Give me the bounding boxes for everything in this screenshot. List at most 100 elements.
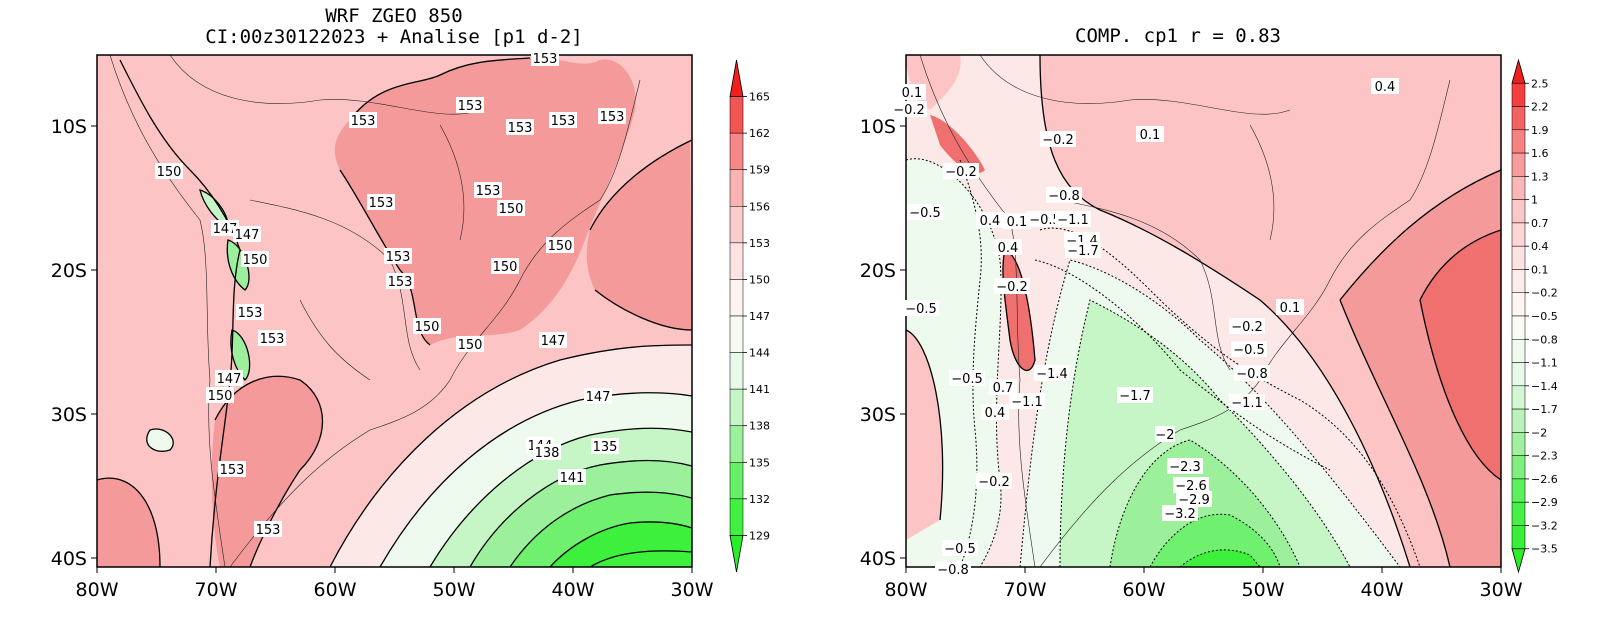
right-contour-label-bg [1040,131,1076,147]
left-contour-label: 147 [586,390,611,405]
left-title-line1: WRF ZGEO 850 [325,5,462,27]
left-contour-label: 150 [493,260,518,275]
left-contour-label: 153 [351,114,376,129]
left-cbar-label: 150 [749,273,770,286]
right-contour-label: −0.5 [1233,343,1265,358]
right-positive-region-3 [1420,230,1501,480]
left-title-line2: CI:00z30122023 + Analise [p1 d-2] [205,26,583,48]
right-contour-label-bg [994,239,1022,255]
left-cbar-swatch [729,498,744,536]
right-cbar-swatch [1511,245,1526,270]
right-contour-label: −0.8 [937,563,969,578]
right-cbar-swatch [1511,315,1526,340]
right-cbar-label: 0.4 [1531,240,1549,253]
right-andes-north [930,115,985,174]
left-high-region-andes-south [211,376,323,567]
right-cbar-swatch [1511,478,1526,503]
left-contour-label-bg [456,336,484,352]
right-contour-label-bg [1117,387,1153,403]
left-contour-label: 153 [551,114,576,129]
right-lon-tick: 30W [1480,579,1523,601]
right-cbar-label: −3.2 [1531,519,1558,532]
left-contour-label: 150 [499,202,524,217]
right-contour-label-bg [1003,213,1031,229]
left-lat-tick: 30S [51,404,87,426]
right-contour-label-bg [1231,341,1267,357]
left-contour-label-bg [474,182,502,198]
right-positive-region [1040,55,1501,567]
right-contour-label-bg [1009,393,1045,409]
left-contour-label-bg [254,521,282,537]
left-cbar-swatch [729,96,744,134]
left-cbar-swatch [729,242,744,280]
left-contour-label-bg [506,119,534,135]
right-cbar-swatch [1511,501,1526,526]
right-contour-label: −0.2 [978,475,1010,490]
left-lon-axis: 80W 70W 60W 50W 40W 30W [76,567,714,601]
left-contour-label-bg [386,273,414,289]
right-cbar-label: −0.8 [1531,333,1558,346]
right-cbar-label: 0.7 [1531,217,1549,230]
left-cbar-swatch [729,388,744,426]
left-lat-tick: 20S [51,260,87,282]
left-lon-tick: 50W [433,579,476,601]
right-contour-label-bg [1065,242,1101,258]
right-lon-tick: 40W [1361,579,1404,601]
left-lat-tick: 40S [51,548,87,570]
left-map [97,55,692,567]
left-contour-label: 153 [220,463,245,478]
right-cbar-swatch [1511,525,1526,549]
left-contour-label-bg [211,220,239,236]
right-lat-axis: 10S 20S 30S 40S [860,116,906,570]
right-contour-label-bg [994,278,1030,294]
left-cbar-label: 138 [749,420,770,433]
right-contour-label: 0.1 [1280,301,1301,316]
right-contour-label-bg [1229,394,1265,410]
left-cbar-label: 156 [749,200,770,213]
left-contour-labels: 153 153 153 153 153 153 153 150 150 150 153 150 150 1… [155,50,626,538]
left-contour-label: 153 [508,121,533,136]
right-cbar-arrow-top [1511,58,1526,84]
left-contour-label-bg [215,370,243,386]
right-contour-label: 0.1 [1140,128,1161,143]
right-neg-band-5 [1180,549,1260,567]
right-cbar-label: −2.9 [1531,496,1558,509]
left-contour-label: 153 [600,110,625,125]
right-contour-label-bg [1234,365,1270,381]
right-contour-label-bg [942,540,978,556]
right-contour-label-bg [1055,211,1091,227]
left-contour-label-bg [367,194,395,210]
right-cbar-label: 2.5 [1531,77,1549,90]
right-contour-label: 0.1 [902,86,923,101]
right-contour-label-bg [1155,426,1175,442]
left-contour-label-bg [206,387,234,403]
right-contour-label: −0.5 [909,206,941,221]
right-lat-tick: 10S [860,116,896,138]
right-lon-axis: 80W 70W 60W 50W 40W 30W [885,567,1523,601]
right-cbar-arrow-bottom [1511,548,1526,574]
left-cbar-label: 144 [749,347,770,360]
right-contour-label-bg [1176,491,1212,507]
left-contour-label: 150 [208,389,233,404]
right-contour-label-bg [1136,126,1164,142]
left-contour-label: 153 [238,306,263,321]
right-cbar-label: −1.4 [1531,380,1558,393]
right-contour-label: −1.1 [1057,213,1089,228]
right-contour-label-bg [976,473,1012,489]
right-cbar-label: 1.3 [1531,170,1549,183]
right-cbar-label: −3.5 [1531,543,1558,556]
right-contour-label: 0.4 [1375,80,1396,95]
left-cbar-label: 135 [749,456,770,469]
left-cbar-swatch [729,206,744,244]
right-cbar-label: 1 [1531,194,1538,207]
right-contour-label-bg [1371,78,1399,94]
left-contour-label: 153 [533,52,558,67]
right-cbar-swatch [1511,176,1526,200]
left-lon-tick: 60W [314,579,357,601]
right-cbar-swatch [1511,408,1526,433]
left-cbar-label: 141 [749,383,770,396]
left-cbar-arrow-bottom [729,535,744,573]
left-contour-label-bg [539,332,567,348]
right-cbar-swatch [1511,83,1526,107]
